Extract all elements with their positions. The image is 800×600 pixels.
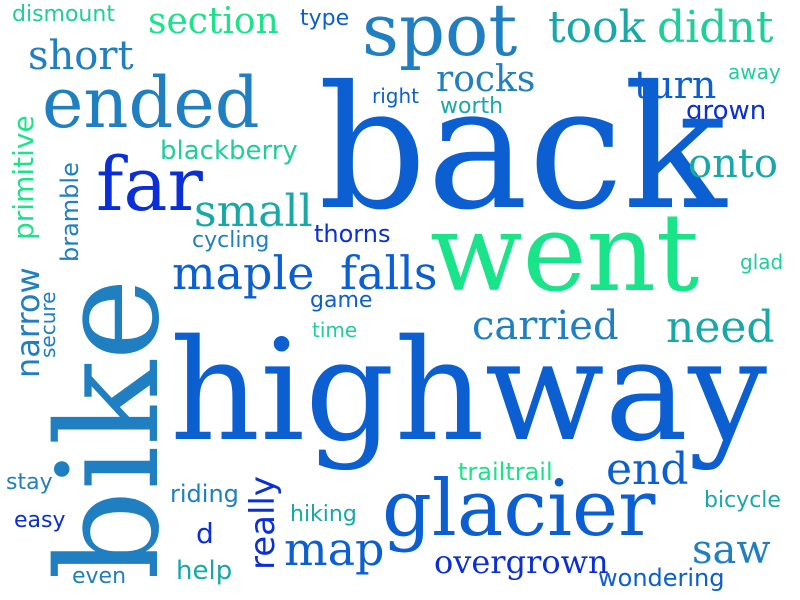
word-primitive: primitive bbox=[7, 115, 40, 240]
word-highway: highway bbox=[170, 310, 768, 473]
word-glacier: glacier bbox=[382, 464, 656, 554]
word-really: really bbox=[243, 476, 283, 570]
word-bike: bike bbox=[28, 277, 191, 580]
word-help: help bbox=[176, 556, 233, 586]
word-spot: spot bbox=[362, 0, 518, 72]
word-went: went bbox=[430, 191, 700, 316]
word-riding: riding bbox=[170, 480, 239, 508]
word-cycling: cycling bbox=[192, 228, 270, 253]
word-easy: easy bbox=[14, 508, 66, 533]
word-time: time bbox=[312, 318, 358, 342]
word-right: right bbox=[372, 84, 419, 108]
word-short: short bbox=[28, 33, 134, 79]
word-stay: stay bbox=[6, 470, 53, 495]
word-falls: falls bbox=[340, 246, 438, 300]
word-away: away bbox=[728, 60, 781, 84]
word-hiking: hiking bbox=[290, 502, 357, 527]
word-rocks: rocks bbox=[436, 59, 536, 100]
word-glad: glad bbox=[740, 250, 784, 274]
word-bramble: bramble bbox=[56, 162, 84, 262]
word-ended: ended bbox=[42, 62, 260, 144]
word-turn: turn bbox=[634, 63, 717, 107]
word-didnt: didnt bbox=[657, 2, 774, 53]
word-thorns: thorns bbox=[314, 220, 391, 248]
word-far: far bbox=[96, 142, 203, 228]
word-onto: onto bbox=[688, 141, 778, 187]
word-section: section bbox=[148, 1, 279, 42]
word-carried: carried bbox=[472, 303, 619, 349]
word-back: back bbox=[318, 50, 727, 248]
word-maple: maple bbox=[172, 246, 315, 300]
word-small: small bbox=[194, 186, 313, 237]
word-need: need bbox=[666, 302, 775, 353]
word-trailtrail: trailtrail bbox=[458, 458, 553, 486]
word-dismount: dismount bbox=[12, 2, 115, 27]
word-map: map bbox=[284, 522, 385, 576]
word-overgrown: overgrown bbox=[434, 543, 609, 581]
word-grown: grown bbox=[686, 96, 767, 126]
word-bicycle: bicycle bbox=[704, 488, 781, 513]
word-wondering: wondering bbox=[598, 564, 725, 592]
word-d: d bbox=[196, 517, 214, 550]
word-worth: worth bbox=[440, 94, 504, 119]
word-blackberry: blackberry bbox=[160, 136, 298, 166]
word-took: took bbox=[548, 2, 646, 53]
word-saw: saw bbox=[692, 527, 771, 573]
word-game: game bbox=[310, 288, 373, 313]
word-even: even bbox=[72, 564, 127, 589]
word-type: type bbox=[300, 6, 350, 31]
word-end: end bbox=[606, 444, 689, 495]
